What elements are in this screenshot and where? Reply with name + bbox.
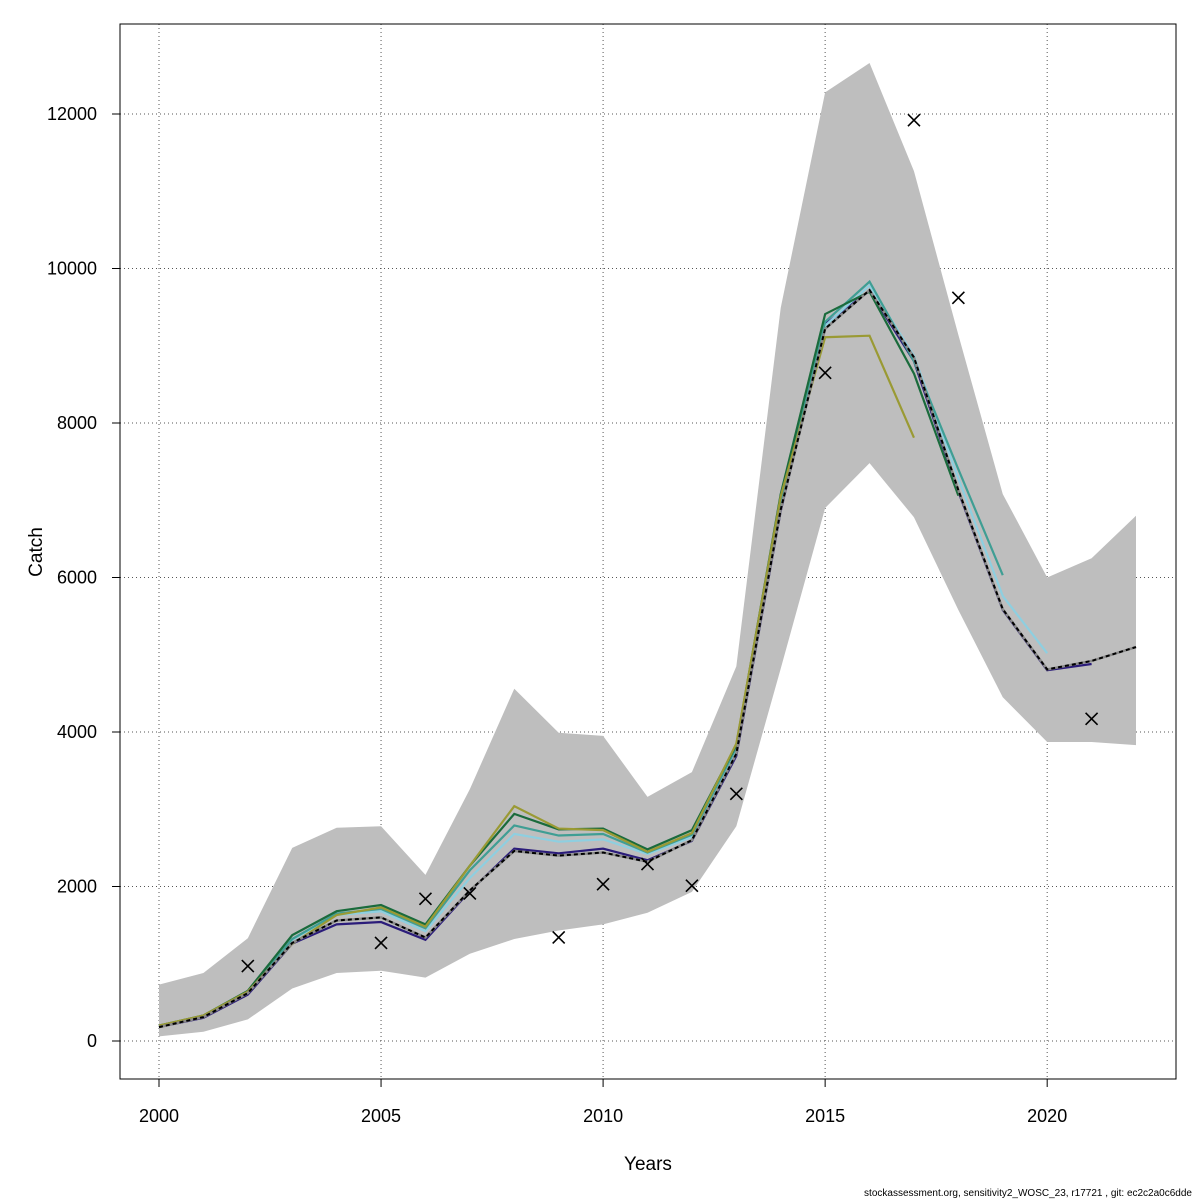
x-tick-label: 2000 [139, 1106, 179, 1126]
footer-text: stockassessment.org, sensitivity2_WOSC_2… [864, 1188, 1192, 1199]
y-tick-label: 4000 [57, 722, 97, 742]
y-tick-label: 2000 [57, 877, 97, 897]
y-tick-label: 0 [87, 1031, 97, 1051]
observed-point [640, 857, 655, 871]
observed-points [241, 113, 1099, 973]
y-tick-label: 12000 [47, 104, 97, 124]
series-lines [158, 279, 1137, 1029]
series-line-3 [158, 279, 1004, 1028]
observed-point [907, 113, 921, 127]
observed-point [463, 886, 477, 901]
x-axis-title: Years [624, 1154, 672, 1175]
confidence-band-layer [159, 63, 1136, 1037]
observed-point [418, 892, 433, 906]
observed-point [374, 936, 388, 950]
y-tick-label: 6000 [57, 568, 97, 588]
observed-point [1085, 712, 1099, 726]
observed-point [596, 877, 610, 891]
y-tick-label: 8000 [57, 413, 97, 433]
x-tick-label: 2015 [805, 1106, 845, 1126]
observed-point [729, 787, 743, 801]
confidence-band [159, 63, 1136, 1037]
observed-point [951, 291, 965, 305]
x-tick-label: 2010 [583, 1106, 623, 1126]
x-axis: 2000 2005 2010 2015 2020 [139, 1078, 1067, 1126]
observed-point [552, 930, 566, 945]
observed-point [818, 366, 832, 380]
observed-point [241, 959, 255, 973]
x-tick-label: 2020 [1027, 1106, 1067, 1126]
y-axis: 0 2000 4000 6000 8000 10000 12000 [47, 104, 121, 1051]
y-axis-title: Catch [26, 527, 47, 577]
y-tick-label: 10000 [47, 259, 97, 279]
series-line-reference [158, 288, 1137, 1029]
observed-point [685, 879, 699, 893]
x-tick-label: 2005 [361, 1106, 401, 1126]
